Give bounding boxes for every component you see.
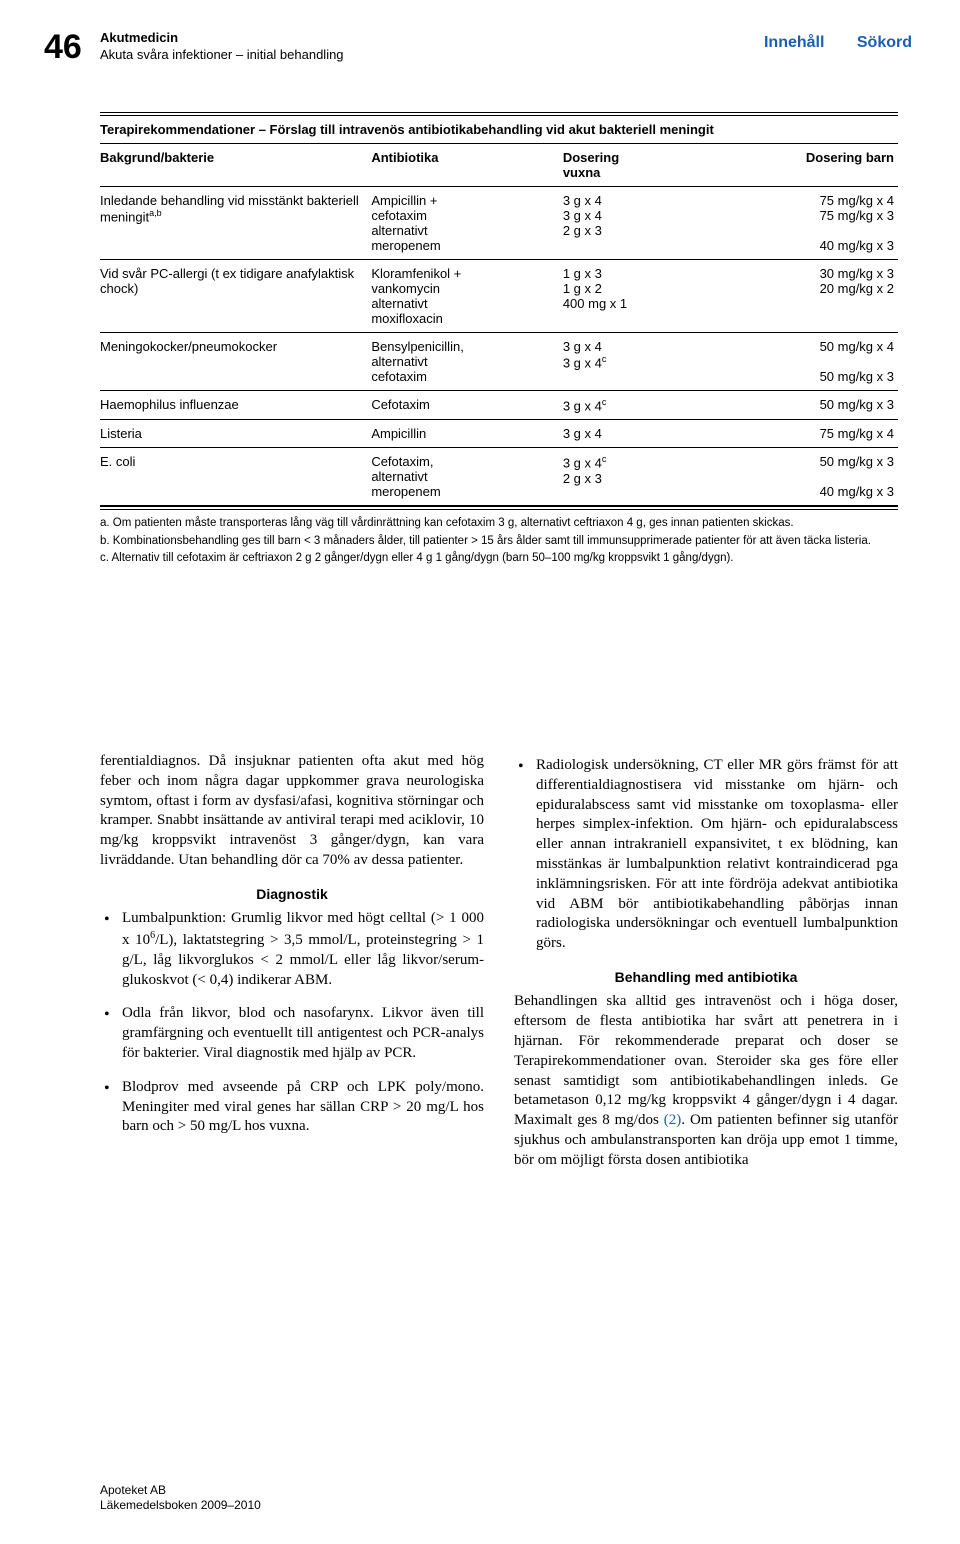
- cell-bakgrund: E. coli: [100, 448, 371, 506]
- cell-bakgrund: Meningokocker/pneumokocker: [100, 333, 371, 391]
- footer-publisher: Apoteket AB: [100, 1483, 166, 1497]
- footnote: b. Kombinationsbehandling ges till barn …: [100, 534, 898, 550]
- cell-dosering-barn: 75 mg/kg x 4 75 mg/kg x 3 40 mg/kg x 3: [722, 187, 898, 260]
- table-footnotes: a. Om patienten måste transporteras lång…: [100, 506, 898, 567]
- th-dosering-barn: Dosering barn: [722, 144, 898, 187]
- para-behandling: Behandlingen ska alltid ges intravenöst …: [514, 992, 898, 1170]
- cell-bakgrund: Listeria: [100, 420, 371, 448]
- therapy-table: Terapirekommendationer – Förslag till in…: [100, 112, 898, 569]
- heading-diagnostik: Diagnostik: [100, 885, 484, 903]
- cell-antibiotika: Cefotaxim, alternativt meropenem: [371, 448, 563, 506]
- table-title: Terapirekommendationer – Förslag till in…: [100, 112, 898, 144]
- cell-bakgrund: Inledande behandling vid misstänkt bakte…: [100, 187, 371, 260]
- cell-antibiotika: Bensylpenicillin, alternativt cefotaxim: [371, 333, 563, 391]
- table-row: Inledande behandling vid misstänkt bakte…: [100, 187, 898, 260]
- cell-dosering-barn: 50 mg/kg x 3 40 mg/kg x 3: [722, 448, 898, 506]
- bullet-lumbalpunktion: Lumbalpunktion: Grumlig likvor med högt …: [100, 909, 484, 990]
- th-dosering-vuxna: Dosering vuxna: [563, 144, 723, 187]
- dosing-table: Bakgrund/bakterie Antibiotika Dosering v…: [100, 144, 898, 506]
- cell-dosering-barn: 30 mg/kg x 3 20 mg/kg x 2: [722, 260, 898, 333]
- cell-bakgrund: Vid svår PC-allergi (t ex tidigare anafy…: [100, 260, 371, 333]
- cell-dosering-barn: 75 mg/kg x 4: [722, 420, 898, 448]
- body-text: ferentialdiagnos. Då insjuknar patienten…: [100, 752, 898, 1171]
- cell-dosering-barn: 50 mg/kg x 3: [722, 391, 898, 420]
- cell-antibiotika: Ampicillin + cefotaxim alternativt merop…: [371, 187, 563, 260]
- footnote: c. Alternativ till cefotaxim är ceftriax…: [100, 551, 898, 567]
- cell-antibiotika: Kloramfenikol + vankomycin alternativt m…: [371, 260, 563, 333]
- cell-dosering-vuxna: 1 g x 31 g x 2400 mg x 1: [563, 260, 723, 333]
- chapter-subtitle: Akuta svåra infektioner – initial behand…: [100, 47, 344, 62]
- nav-innehall-link[interactable]: Innehåll: [764, 34, 824, 51]
- th-antibiotika: Antibiotika: [371, 144, 563, 187]
- cell-dosering-vuxna: 3 g x 43 g x 42 g x 3: [563, 187, 723, 260]
- heading-behandling: Behandling med antibiotika: [514, 968, 898, 986]
- cell-dosering-vuxna: 3 g x 4c: [563, 391, 723, 420]
- cell-dosering-vuxna: 3 g x 4c2 g x 3: [563, 448, 723, 506]
- nav-sokord-link[interactable]: Sökord: [857, 34, 912, 51]
- bullet-blodprov: Blodprov med avseende på CRP och LPK pol…: [100, 1078, 484, 1137]
- header-left: Akutmedicin Akuta svåra infektioner – in…: [100, 30, 344, 64]
- cell-antibiotika: Ampicillin: [371, 420, 563, 448]
- bullet-odla: Odla från likvor, blod och nasofarynx. L…: [100, 1004, 484, 1063]
- para-ferential: ferentialdiagnos. Då insjuknar patienten…: [100, 752, 484, 871]
- table-row: Meningokocker/pneumokockerBensylpenicill…: [100, 333, 898, 391]
- table-row: E. coliCefotaxim, alternativt meropenem3…: [100, 448, 898, 506]
- cell-dosering-barn: 50 mg/kg x 4 50 mg/kg x 3: [722, 333, 898, 391]
- page-footer: Apoteket AB Läkemedelsboken 2009–2010: [100, 1483, 261, 1514]
- footer-book: Läkemedelsboken 2009–2010: [100, 1498, 261, 1512]
- reference-2[interactable]: (2): [664, 1112, 682, 1128]
- bullet-radiologisk: Radiologisk undersökning, CT eller MR gö…: [514, 756, 898, 954]
- cell-dosering-vuxna: 3 g x 43 g x 4c: [563, 333, 723, 391]
- table-row: Vid svår PC-allergi (t ex tidigare anafy…: [100, 260, 898, 333]
- cell-dosering-vuxna: 3 g x 4: [563, 420, 723, 448]
- header-nav: Innehåll Sökord: [736, 34, 912, 52]
- left-column: ferentialdiagnos. Då insjuknar patienten…: [100, 752, 484, 1171]
- table-row: ListeriaAmpicillin3 g x 475 mg/kg x 4: [100, 420, 898, 448]
- page-number: 46: [44, 28, 82, 67]
- cell-antibiotika: Cefotaxim: [371, 391, 563, 420]
- chapter-title: Akutmedicin: [100, 30, 178, 45]
- right-column: Radiologisk undersökning, CT eller MR gö…: [514, 752, 898, 1171]
- table-row: Haemophilus influenzaeCefotaxim3 g x 4c5…: [100, 391, 898, 420]
- th-bakgrund: Bakgrund/bakterie: [100, 144, 371, 187]
- cell-bakgrund: Haemophilus influenzae: [100, 391, 371, 420]
- footnote: a. Om patienten måste transporteras lång…: [100, 516, 898, 532]
